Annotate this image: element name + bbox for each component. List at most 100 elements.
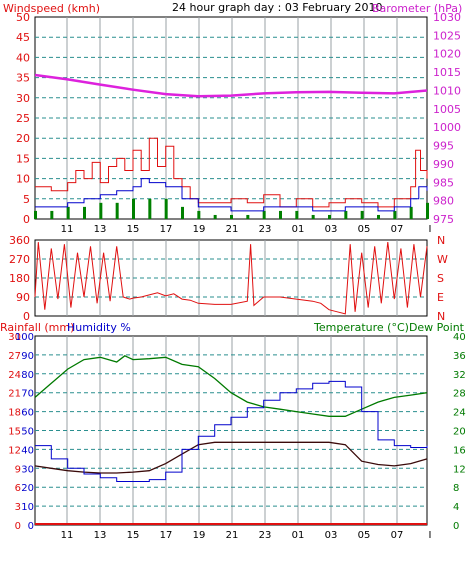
time-tick-label: 19 [193, 530, 206, 541]
compass-direction-label: N [437, 310, 445, 323]
temperature-axis-tick: 20 [453, 427, 466, 438]
humidity-axis-tick: 100 [15, 332, 34, 343]
wind-axis-tick: 0 [23, 213, 30, 226]
wind-axis-tick: 30 [16, 92, 30, 105]
wind-low-bar [344, 210, 348, 219]
barometer-axis-tick: 980 [433, 195, 454, 208]
time-tick-label: 15 [127, 530, 140, 541]
temperature-axis-tick: 8 [453, 483, 459, 494]
rainfall-axis-tick: 9 [15, 464, 21, 475]
temperature-axis-tick: 0 [453, 521, 459, 532]
temperature-axis-tick: 40 [453, 332, 466, 343]
direction-degree-tick: 360 [9, 234, 30, 247]
wind-low-bar [181, 206, 184, 219]
humidity-axis-tick: 70 [21, 389, 34, 400]
wind-low-bar [164, 198, 168, 219]
wind-axis-tick: 40 [16, 51, 30, 64]
barometer-axis-tick: 985 [433, 176, 454, 189]
temperature-axis-tick: 4 [453, 502, 459, 513]
time-tick-label: I [429, 530, 432, 541]
time-tick-label: 17 [160, 530, 173, 541]
barometer-axis-tick: 975 [433, 213, 454, 226]
wind-low-bar [409, 206, 413, 219]
wind-axis-tick: 35 [16, 72, 30, 85]
wind-low-bar [213, 214, 217, 219]
dew-point-line [34, 441, 428, 474]
time-tick-label: 13 [94, 530, 107, 541]
temperature-axis-tick: 32 [453, 370, 466, 381]
compass-direction-label: W [437, 253, 448, 266]
wind-low-bar [115, 202, 119, 219]
time-tick-label: 05 [358, 224, 371, 235]
graph-day-title: 24 hour graph day : 03 February 2010 [172, 1, 383, 14]
wind-low-bar [360, 210, 364, 219]
time-tick-label: 19 [193, 224, 206, 235]
rainfall-axis-tick: 6 [15, 483, 21, 494]
humidity-axis-tick: 60 [21, 408, 34, 419]
wind-axis-tick: 5 [23, 193, 30, 206]
humidity-line [35, 380, 428, 482]
barometer-axis-tick: 995 [433, 140, 454, 153]
wind-low-bar [34, 210, 37, 219]
wind-low-bar [328, 214, 331, 219]
humidity-axis-tick: 90 [21, 351, 34, 362]
rainfall-axis-tick: 15 [8, 427, 21, 438]
rainfall-axis-tick: 18 [8, 408, 21, 419]
wind-low-bar [426, 202, 429, 219]
time-tick-label: 11 [61, 224, 74, 235]
time-tick-label: 17 [160, 224, 173, 235]
temperature-axis-title: Temperature (°C)Dew Point [313, 321, 465, 334]
humidity-axis-tick: 40 [21, 445, 34, 456]
wind-low-bar [246, 214, 250, 219]
humidity-axis-tick: 10 [21, 502, 34, 513]
time-tick-label: 23 [259, 530, 272, 541]
time-tick-label: 13 [94, 224, 107, 235]
barometer-axis-tick: 1010 [433, 84, 461, 97]
direction-degree-tick: 180 [9, 272, 30, 285]
wind-low-bar [99, 202, 103, 219]
wind-low-bar [197, 210, 201, 219]
temperature-line [34, 355, 428, 417]
barometer-axis-tick: 1015 [433, 66, 461, 79]
windspeed-axis-title: Windspeed (kmh) [3, 2, 100, 15]
direction-degree-tick: 0 [23, 310, 30, 323]
wind-axis-tick: 10 [16, 173, 30, 186]
humidity-axis-tick: 0 [28, 521, 34, 532]
wind-low-bar [262, 210, 266, 219]
rainfall-axis-tick: 21 [8, 389, 21, 400]
wind-low-bar [230, 214, 233, 219]
time-tick-label: 21 [226, 224, 239, 235]
rainfall-axis-tick: 0 [15, 521, 21, 532]
compass-direction-label: S [437, 272, 444, 285]
wind-axis-tick: 20 [16, 132, 30, 145]
wind-low-bar [148, 198, 152, 219]
time-tick-label: 01 [292, 530, 305, 541]
wind-series-1-line [35, 137, 428, 208]
wind-series-2-line [35, 178, 428, 212]
time-tick-label: 11 [61, 530, 74, 541]
time-tick-label: 15 [127, 224, 140, 235]
rainfall-axis-title: Rainfall (mm) [0, 321, 74, 334]
rainfall-axis-tick: 12 [8, 445, 21, 456]
rainfall-axis-tick: 27 [8, 351, 21, 362]
barometer-axis-tick: 1020 [433, 48, 461, 61]
wind-axis-tick: 50 [16, 11, 30, 24]
temperature-axis-tick: 36 [453, 351, 466, 362]
rainfall-axis-tick: 3 [15, 502, 21, 513]
time-tick-label: 21 [226, 530, 239, 541]
barometer-axis-tick: 1030 [433, 11, 461, 24]
time-tick-label: 01 [292, 224, 305, 235]
time-tick-label: 23 [259, 224, 272, 235]
compass-direction-label: N [437, 234, 445, 247]
time-tick-label: I [429, 224, 432, 235]
humidity-axis-tick: 50 [21, 427, 34, 438]
time-tick-label: 05 [358, 530, 371, 541]
barometer-axis-tick: 990 [433, 158, 454, 171]
wind-low-bar [132, 198, 135, 219]
wind-direction-line [34, 242, 428, 315]
wind-low-bar [295, 210, 299, 219]
barometer-axis-tick: 1000 [433, 121, 461, 134]
wind-axis-tick: 25 [16, 112, 30, 125]
